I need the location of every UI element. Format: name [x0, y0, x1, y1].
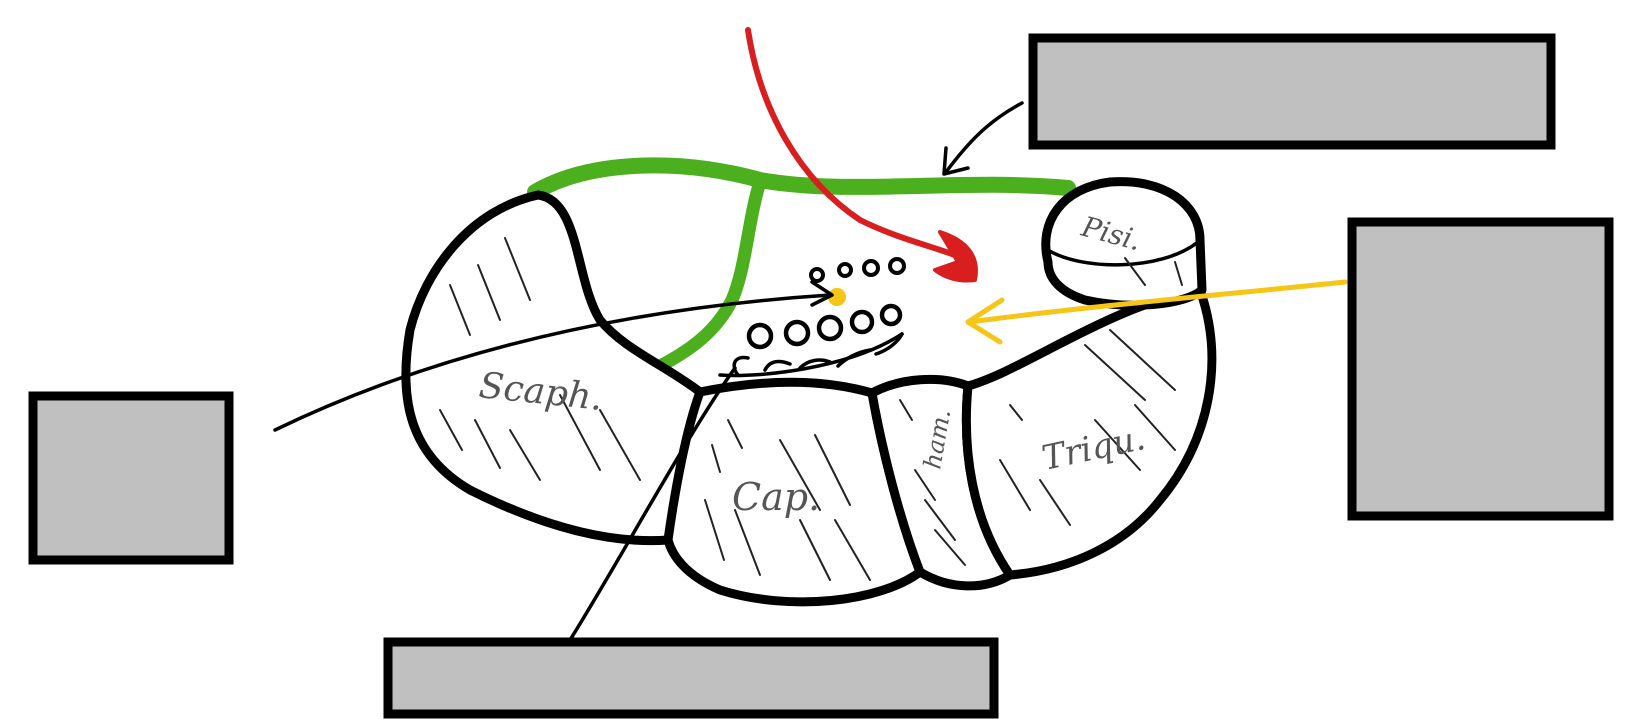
pointer-retinaculum: [942, 101, 1024, 176]
label-box-top-right: [1028, 33, 1556, 150]
tendon: [849, 309, 875, 335]
label-box-bottom: [383, 637, 999, 719]
artery-arrow: [745, 27, 978, 283]
capitate-hatching: [704, 419, 871, 581]
ulnar-nerve-arrow: [965, 279, 1348, 345]
tendon: [879, 303, 903, 327]
tendon-circles-lower: [746, 303, 903, 350]
scaphoid-outline: [401, 190, 705, 546]
pointer-median-nerve: [273, 280, 834, 432]
ulnar-nerve-arrowhead: [965, 297, 1005, 345]
ulnar-nerve-line: [967, 279, 1348, 325]
scaphoid-hatching: [439, 237, 641, 481]
pisiform-hatching: [1124, 257, 1183, 286]
tendon: [746, 322, 774, 350]
tendon: [837, 262, 853, 278]
scaphoid-bone: Scaph.: [401, 190, 705, 546]
artery-line: [745, 27, 971, 263]
tendon: [809, 267, 825, 283]
label-box-right: [1347, 217, 1614, 521]
capitate-outline: [663, 377, 925, 607]
capitate-label: Cap.: [732, 475, 820, 519]
pointer-line-left: [273, 293, 832, 432]
triquetrum-hatching: [999, 329, 1176, 526]
triquetrum-outline: [961, 285, 1217, 580]
pointer-arrowhead-left: [810, 280, 834, 307]
hamate-hatching: [899, 399, 966, 566]
tendon: [816, 314, 844, 342]
tendon: [888, 257, 906, 275]
tendon: [783, 319, 811, 347]
pointer-line-top: [944, 101, 1024, 174]
pisiform-outline: [1041, 177, 1207, 310]
artery-arrowhead: [933, 230, 978, 283]
tendon-circles-upper: [809, 257, 906, 283]
triquetrum-bone: Triqu.: [961, 285, 1217, 580]
pointer-arrowhead-top: [942, 146, 970, 176]
pointer-tendons: [568, 366, 737, 642]
pointer-line-bottom: [568, 366, 737, 642]
tendon-tails: [718, 332, 904, 378]
flexor-retinaculum: [527, 157, 1076, 372]
pisiform-rim: [1046, 240, 1200, 267]
capitate-bone: Cap.: [663, 377, 925, 607]
median-nerve-dot: [828, 288, 846, 306]
label-box-left: [28, 391, 234, 565]
pisiform-bone: Pisi.: [1041, 177, 1207, 310]
tendon: [862, 259, 880, 277]
flexor-tendons: [718, 257, 906, 378]
retinaculum-septum: [655, 175, 767, 372]
retinaculum-band: [527, 157, 1076, 200]
